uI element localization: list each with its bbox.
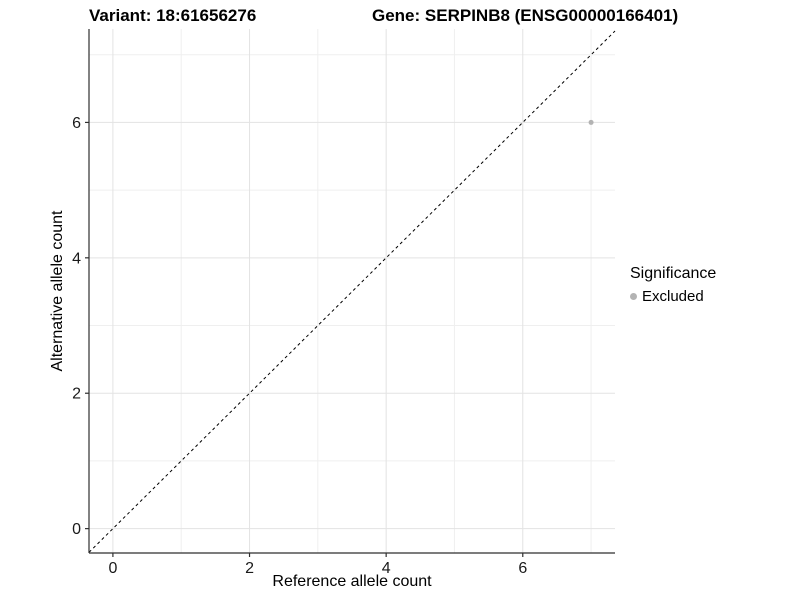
x-tick-label: 6 bbox=[518, 560, 527, 577]
plot-svg: 0 2 4 6 0 2 4 6 bbox=[72, 29, 616, 577]
y-tick-label: 2 bbox=[72, 386, 81, 403]
x-tick-label: 4 bbox=[382, 560, 391, 577]
identity-line bbox=[88, 30, 616, 553]
x-axis-title: Reference allele count bbox=[272, 573, 432, 590]
legend: Significance Excluded bbox=[630, 265, 716, 305]
legend-title: Significance bbox=[630, 265, 717, 282]
data-point bbox=[588, 119, 594, 125]
plot-title-gene: Gene: SERPINB8 (ENSG00000166401) bbox=[372, 6, 679, 25]
x-tick-label: 0 bbox=[108, 560, 117, 577]
legend-entry-label: Excluded bbox=[642, 288, 704, 305]
plot-title-variant: Variant: 18:61656276 bbox=[89, 6, 257, 25]
y-tick-label: 0 bbox=[72, 521, 81, 538]
legend-entry-excluded: Excluded bbox=[630, 288, 716, 305]
y-tick-label: 4 bbox=[72, 250, 81, 267]
plot-panel: 0 2 4 6 0 2 4 6 bbox=[60, 25, 640, 595]
y-tick-label: 6 bbox=[72, 115, 81, 132]
legend-point-icon bbox=[630, 293, 637, 300]
x-tick-label: 2 bbox=[245, 560, 254, 577]
